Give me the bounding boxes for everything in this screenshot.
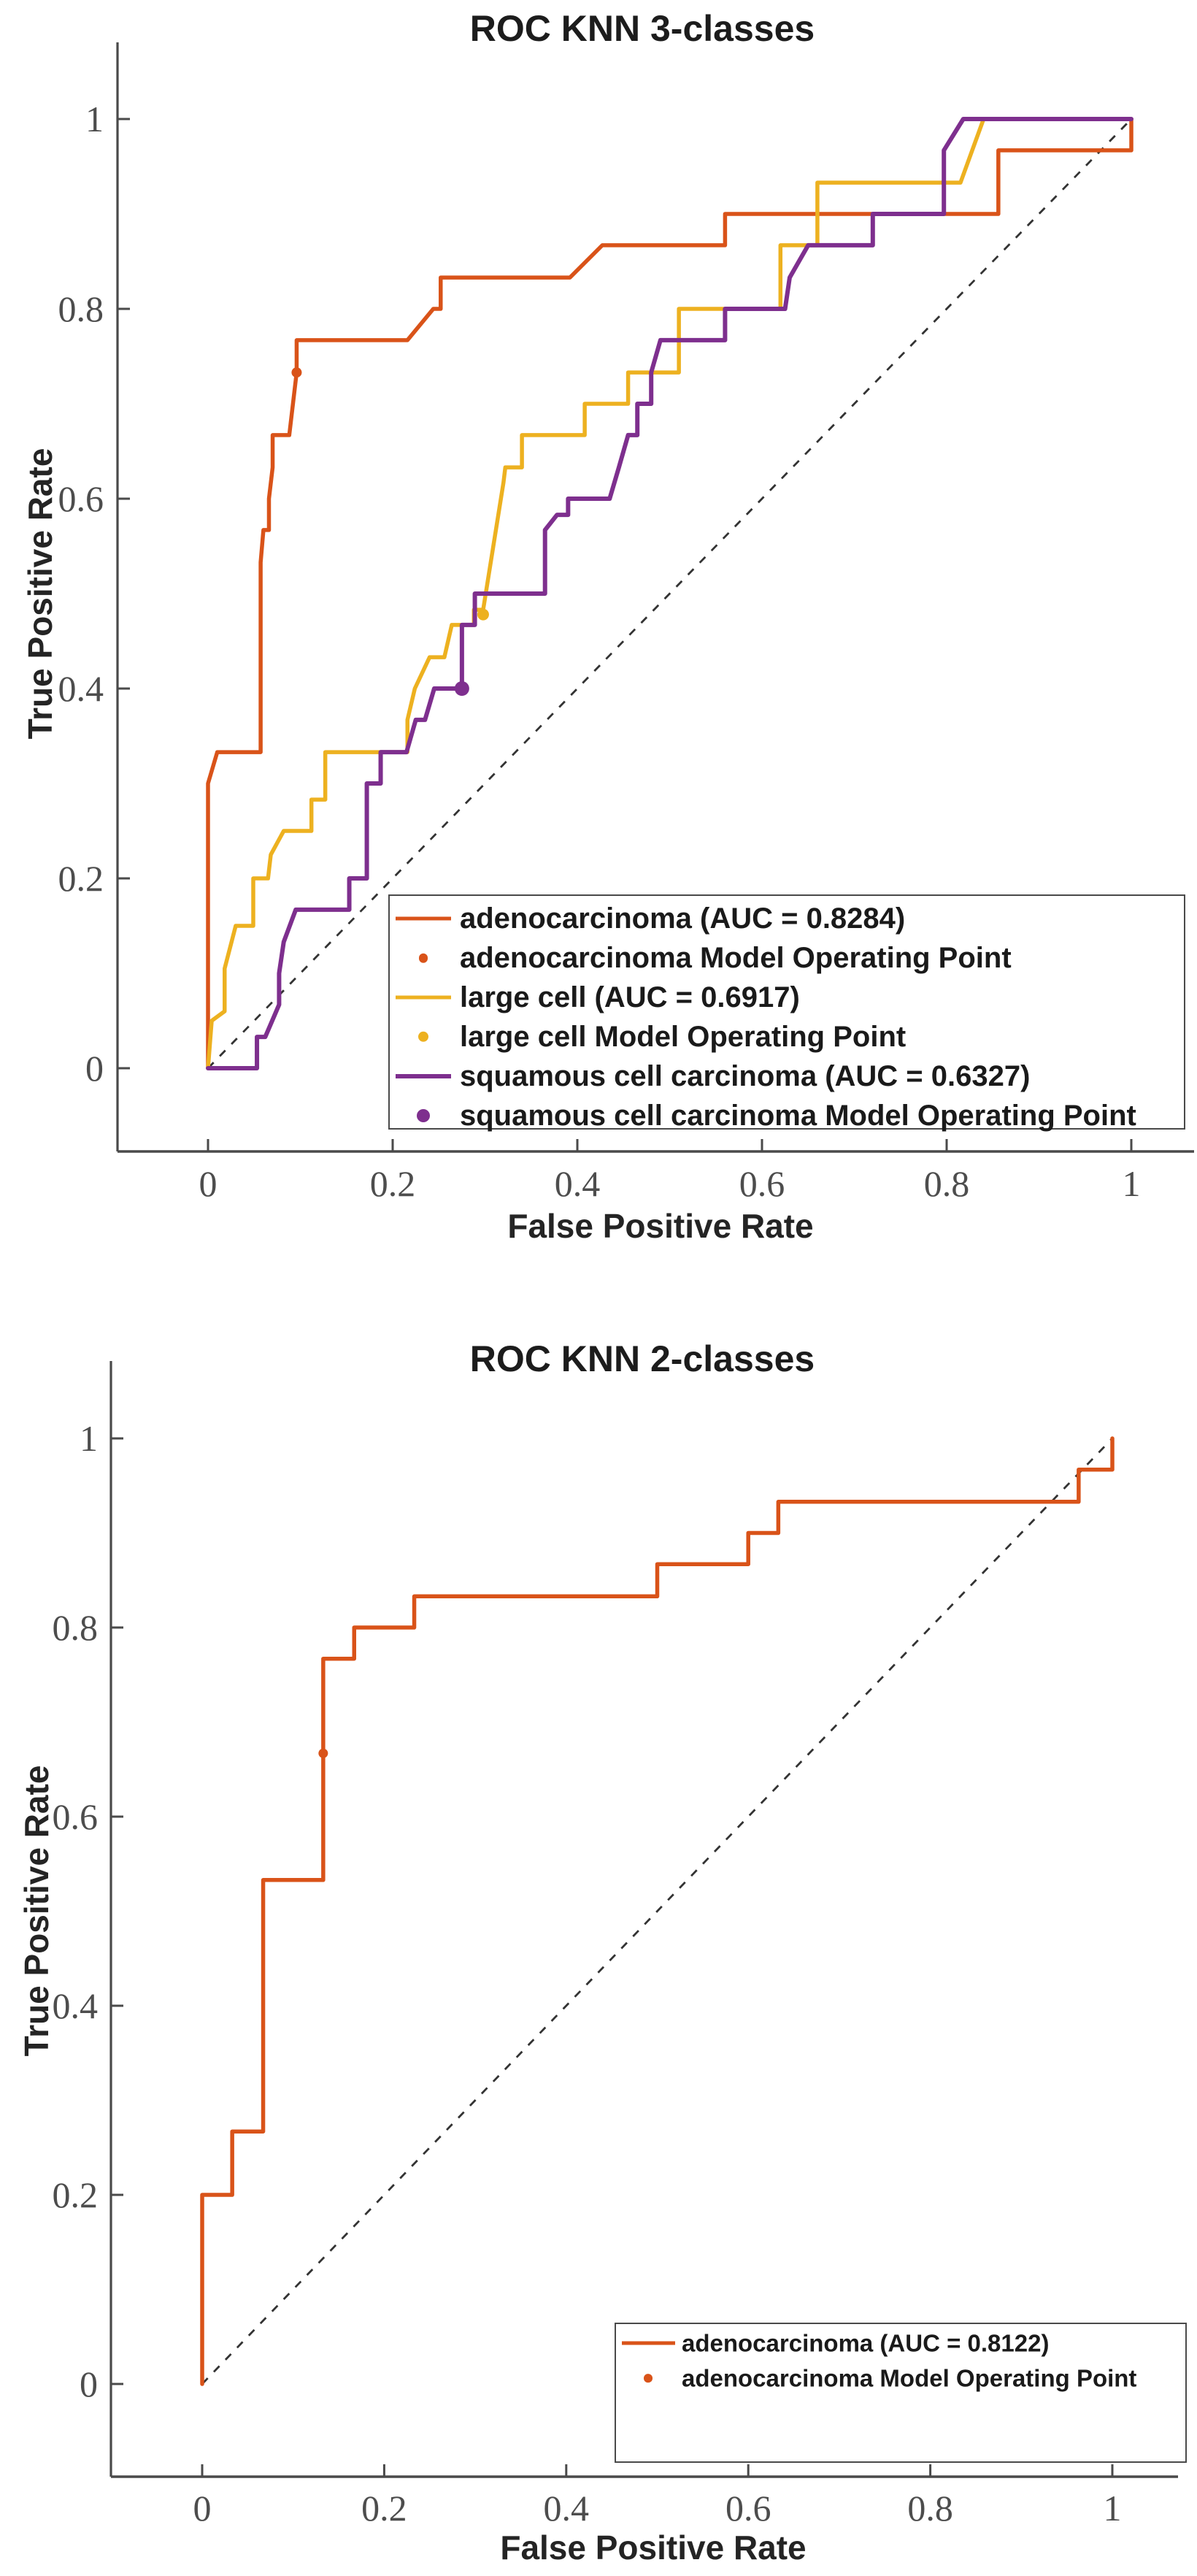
operating-point-adenocarcinoma [318, 1748, 328, 1758]
legend-label: large cell Model Operating Point [460, 1021, 907, 1053]
legend-label: large cell (AUC = 0.6917) [460, 981, 800, 1013]
page-title: ROC KNN 3-classes [469, 8, 815, 49]
legend-box: adenocarcinoma (AUC = 0.8284) adenocarcin… [388, 894, 1185, 1130]
x-tick-label: 0.6 [725, 2488, 771, 2529]
x-tick-label: 0.4 [554, 1163, 601, 1204]
plot-area-2-classes [109, 1361, 1178, 2478]
plot-area-3-classes [116, 42, 1194, 1153]
x-tick-label: 0 [193, 2488, 212, 2529]
roc-curve-adenocarcinoma [206, 117, 1134, 1070]
x-axis-label: False Positive Rate [500, 2529, 807, 2567]
roc-figure-2-classes: ROC KNN 2-classes True Positive Rate Fal… [0, 1288, 1197, 2576]
legend-line-sample-squamous_cell_carcinoma [396, 1074, 451, 1078]
roc-curve-squamous_cell_carcinoma [206, 117, 1134, 1070]
legend-line-sample-large_cell [396, 995, 451, 1000]
y-tick-label: 0.2 [58, 858, 104, 899]
roc-curve-adenocarcinoma [200, 1436, 1115, 2386]
y-tick-label: 0.6 [58, 478, 104, 519]
x-tick-label: 0.8 [923, 1163, 970, 1204]
y-tick-label: 1 [80, 1418, 98, 1459]
x-tick-label: 0.4 [543, 2488, 590, 2529]
legend-dot-sample-squamous_cell_carcinoma [417, 1109, 430, 1122]
y-tick-label: 0.4 [58, 668, 104, 709]
legend-line-sample-adenocarcinoma [396, 916, 451, 921]
y-tick-label: 0.8 [52, 1607, 99, 1648]
page-title: ROC KNN 2-classes [469, 1338, 815, 1379]
legend-dot-sample-large_cell [417, 1031, 429, 1043]
y-tick-label: 0 [80, 2364, 98, 2404]
y-tick-label: 0 [85, 1048, 104, 1089]
y-tick-label: 0.4 [52, 1985, 99, 2026]
legend-label: adenocarcinoma Model Operating Point [460, 942, 1012, 974]
operating-point-large_cell [477, 608, 489, 621]
legend-label: squamous cell carcinoma Model Operating … [460, 1100, 1136, 1132]
x-tick-label: 0.8 [907, 2488, 953, 2529]
legend-dot-sample-adenocarcinoma [644, 2374, 653, 2383]
diagonal-reference-line [201, 1438, 1114, 2385]
operating-point-squamous_cell_carcinoma [454, 681, 469, 696]
x-tick-label: 0.6 [739, 1163, 785, 1204]
x-tick-label: 1 [1103, 2488, 1122, 2529]
legend-line-sample-adenocarcinoma [622, 2341, 675, 2345]
y-tick-label: 0.6 [52, 1796, 99, 1837]
legend-dot-sample-adenocarcinoma [418, 953, 428, 963]
roc-figure-3-classes: ROC KNN 3-classes True Positive Rate Fal… [21, 8, 1194, 1245]
legend-label: adenocarcinoma (AUC = 0.8122) [682, 2329, 1050, 2357]
y-tick-label: 0.8 [58, 288, 104, 329]
operating-point-adenocarcinoma [291, 367, 302, 378]
x-tick-label: 0.2 [369, 1163, 416, 1204]
legend-label: squamous cell carcinoma (AUC = 0.6327) [460, 1060, 1031, 1092]
y-tick-label: 0.2 [52, 2174, 99, 2215]
legend-label: adenocarcinoma (AUC = 0.8284) [460, 902, 906, 935]
x-axis-label: False Positive Rate [507, 1207, 814, 1245]
x-tick-label: 1 [1122, 1163, 1141, 1204]
x-tick-label: 0.2 [361, 2488, 407, 2529]
y-tick-label: 1 [85, 99, 104, 139]
x-tick-label: 0 [199, 1163, 218, 1204]
legend-label: adenocarcinoma Model Operating Point [682, 2364, 1137, 2392]
diagonal-reference-line [207, 118, 1133, 1069]
legend-box: adenocarcinoma (AUC = 0.8122) adenocarcin… [615, 2323, 1187, 2463]
